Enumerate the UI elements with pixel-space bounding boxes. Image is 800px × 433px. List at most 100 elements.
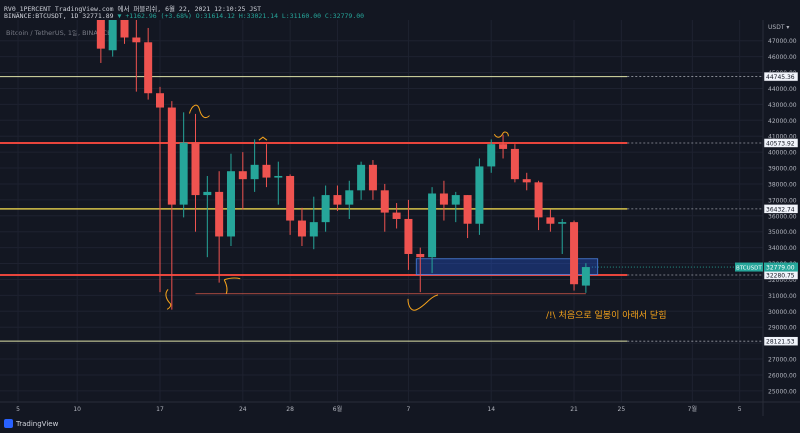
candle-down xyxy=(522,179,531,183)
candle-up xyxy=(226,171,235,237)
candle-up xyxy=(274,175,283,178)
level-price-tag xyxy=(763,138,799,148)
price-tick-label: 40000.00 xyxy=(768,150,797,157)
price-tick-label: 35000.00 xyxy=(768,229,797,236)
peak-mark-2 xyxy=(493,131,509,138)
hand-drawn-arrows xyxy=(165,104,509,311)
level-price-label: 40573.92 xyxy=(766,140,795,147)
price-tick-label: 46000.00 xyxy=(768,54,797,61)
candle-up xyxy=(250,164,259,180)
tradingview-brand[interactable]: TradingView xyxy=(4,419,58,428)
candle-down xyxy=(380,190,389,213)
price-tick-label: 27000.00 xyxy=(768,357,797,364)
symbol-text: BINANCE:BTCUSDT, 1D xyxy=(4,12,79,20)
unit-label: USDT ▾ xyxy=(768,24,790,31)
candle-down xyxy=(191,142,200,196)
publish-line: RV0_1PERCENT TradingView.com 에서 퍼블리쉬, 6월… xyxy=(4,3,261,13)
time-tick-label: 14 xyxy=(487,406,495,413)
zone-group xyxy=(195,258,599,295)
price-chart[interactable]: 25000.0026000.0027000.0028000.0029000.00… xyxy=(0,0,800,416)
time-tick-label: 10 xyxy=(73,406,81,413)
time-tick-label: 25 xyxy=(618,406,626,413)
price-tick-label: 42000.00 xyxy=(768,118,797,125)
level-price-label: 28121.53 xyxy=(766,339,795,346)
candle-up xyxy=(558,222,567,224)
footer: TradingView xyxy=(0,416,800,433)
price-tick-label: 31000.00 xyxy=(768,293,797,300)
candle-down xyxy=(215,191,224,237)
candle-up xyxy=(321,195,330,223)
candle-up xyxy=(203,191,212,196)
candle-down xyxy=(463,195,472,224)
change-text: ▼ +1162.96 (+3.68%) xyxy=(117,12,192,20)
level-price-label: 44745.36 xyxy=(766,74,795,81)
arrow-down-left xyxy=(165,289,172,310)
candle-up xyxy=(345,190,354,205)
publish-text: RV0_1PERCENT TradingView.com 에서 퍼블리쉬, 6월… xyxy=(4,5,262,13)
candle-down xyxy=(262,164,271,178)
candle-down xyxy=(499,144,508,149)
time-tick-label: 28 xyxy=(286,406,294,413)
time-tick-label: 5 xyxy=(738,406,742,413)
price-tick-label: 47000.00 xyxy=(768,38,797,45)
price-tick-label: 44000.00 xyxy=(768,86,797,93)
last-price-label: 32779.00 xyxy=(766,265,795,272)
price-tick-label: 43000.00 xyxy=(768,102,797,109)
last-price-tag xyxy=(764,262,798,272)
candle-up xyxy=(581,267,590,286)
time-tick-label: 7월 xyxy=(688,405,697,413)
level-price-label: 32280.75 xyxy=(766,272,795,279)
time-axis[interactable]: 5 10 17 24 28 6월 7 14 21 25 7월 5 xyxy=(0,401,800,413)
level-price-label: 36432.74 xyxy=(766,206,795,213)
price-tick-label: 30000.00 xyxy=(768,309,797,316)
candle-down xyxy=(546,217,555,224)
ohlc-text: O:31614.12 H:33021.14 L:31160.00 C:32779… xyxy=(195,12,365,20)
price-tick-label: 29000.00 xyxy=(768,325,797,332)
price-tick-label: 26000.00 xyxy=(768,372,797,379)
chart-title: Bitcoin / TetherUS, 1일, BINANCE xyxy=(6,29,112,37)
symbol-tag xyxy=(735,262,763,272)
last-price-text: 32771.89 xyxy=(82,12,114,20)
candle-up xyxy=(475,166,484,224)
price-tick-label: 41000.00 xyxy=(768,134,797,141)
price-axis[interactable]: 25000.0026000.0027000.0028000.0029000.00… xyxy=(735,20,799,416)
level-price-tag xyxy=(763,336,799,346)
candle-down xyxy=(416,253,425,258)
candles xyxy=(96,20,590,310)
price-tick-label: 39000.00 xyxy=(768,166,797,173)
arrow-loop-top xyxy=(189,104,210,119)
candle-down xyxy=(570,222,579,285)
candle-down xyxy=(238,171,247,180)
candle-down xyxy=(156,93,164,108)
tradingview-logo-icon xyxy=(4,419,13,428)
candle-down xyxy=(96,20,105,49)
grid xyxy=(0,20,763,402)
price-tick-label: 25000.00 xyxy=(768,388,797,395)
time-tick-label: 7 xyxy=(407,406,411,413)
candle-down xyxy=(297,220,306,237)
candle-up xyxy=(179,142,188,205)
unit-label-text: USDT xyxy=(768,24,785,31)
candle-down xyxy=(368,164,377,191)
time-tick-label: 24 xyxy=(239,406,247,413)
candle-up xyxy=(451,195,460,205)
candle-down xyxy=(144,42,153,94)
price-tick-label: 38000.00 xyxy=(768,181,797,188)
level-price-tag xyxy=(763,71,799,82)
brand-text: TradingView xyxy=(16,419,59,428)
candle-down xyxy=(534,182,543,218)
symbol-tag-label: BTCUSDT xyxy=(736,266,762,272)
price-tick-label: 37000.00 xyxy=(768,197,797,204)
time-tick-label: 6월 xyxy=(333,405,342,413)
time-tick-label: 21 xyxy=(570,406,578,413)
annotation-text: /!\ 처음으로 일봉이 아래서 닫힘 xyxy=(546,309,666,321)
peak-mark xyxy=(258,136,268,141)
candle-down xyxy=(333,195,342,205)
candle-up xyxy=(487,144,496,167)
candle-down xyxy=(439,193,448,205)
price-tick-label: 32000.00 xyxy=(768,277,797,284)
arrow-bottom-curve xyxy=(407,294,439,311)
symbol-line: BINANCE:BTCUSDT, 1D 32771.89 ▼ +1162.96 … xyxy=(4,12,364,20)
candle-up xyxy=(428,193,437,258)
candle-down xyxy=(404,218,413,254)
